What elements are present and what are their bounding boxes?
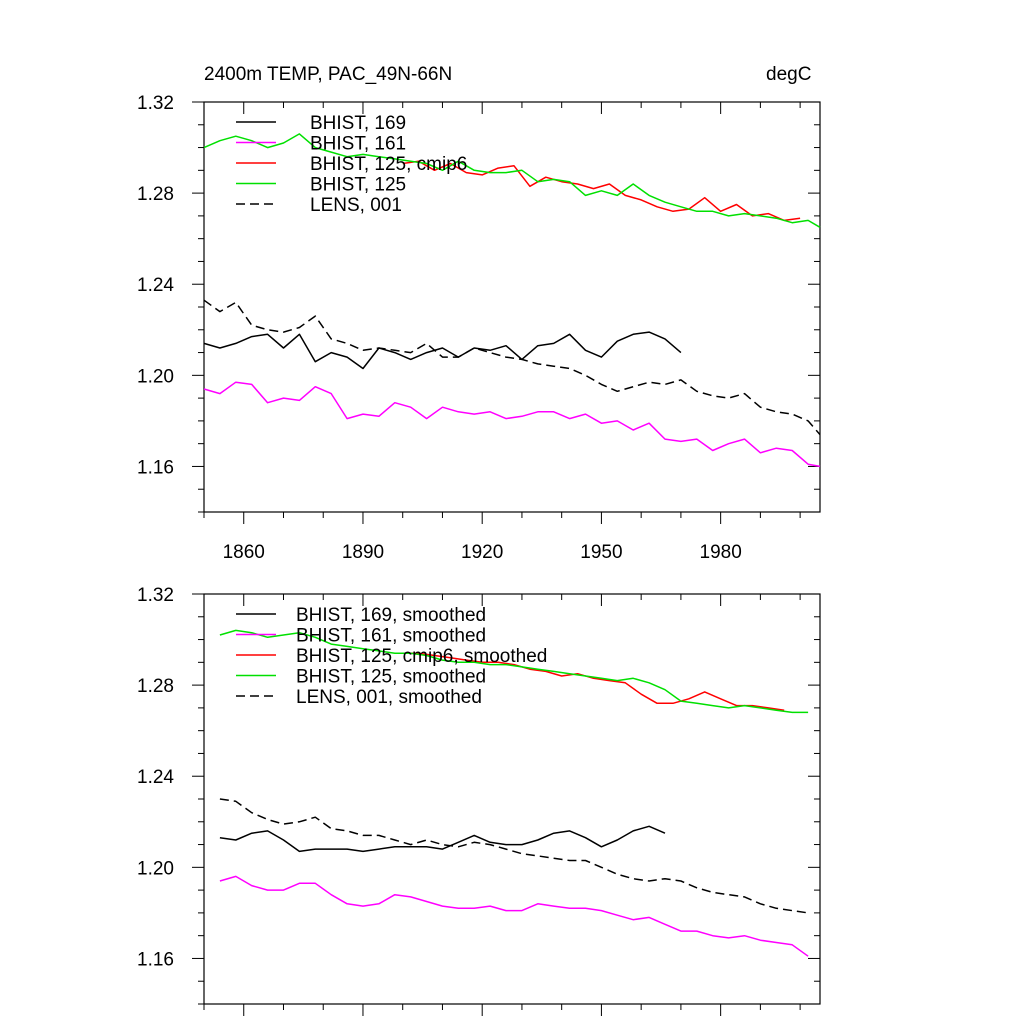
series-line-bhist-161-smoothed bbox=[219, 875, 809, 957]
y-tick-label: 1.16 bbox=[137, 457, 174, 478]
y-tick-label: 1.28 bbox=[137, 184, 174, 205]
x-axis: 1860 1890 1920 1950 1980 bbox=[203, 102, 801, 563]
x-tick-label: 1920 bbox=[461, 542, 503, 563]
legend-label: BHIST, 125, cmip6, smoothed bbox=[296, 646, 547, 667]
y-tick-label: 1.16 bbox=[137, 949, 174, 970]
x-axis bbox=[203, 594, 801, 1016]
series-line-bhist-125-smoothed bbox=[219, 629, 809, 714]
series-line-lens-001 bbox=[203, 299, 821, 436]
series-line-bhist-161 bbox=[203, 381, 821, 468]
legend-label: LENS, 001 bbox=[310, 195, 402, 216]
legend-label: BHIST, 125, cmip6 bbox=[310, 154, 467, 175]
legend-label: BHIST, 169 bbox=[310, 113, 406, 134]
chart-title: 2400m TEMP, PAC_49N-66N bbox=[204, 64, 453, 85]
y-tick-label: 1.24 bbox=[137, 767, 174, 788]
y-tick-label: 1.32 bbox=[137, 93, 174, 114]
top-panel: 1860 1890 1920 1950 1980 1.32 1.28 1.24 1.20 1.16… bbox=[137, 93, 821, 563]
series-group bbox=[203, 133, 821, 468]
legend-label: BHIST, 161, smoothed bbox=[296, 626, 486, 647]
y-tick-label: 1.20 bbox=[137, 366, 174, 387]
y-tick-label: 1.28 bbox=[137, 676, 174, 697]
series-line-bhist-169-smoothed bbox=[219, 825, 666, 853]
y-axis: 1.32 1.28 1.24 1.20 1.16 bbox=[137, 585, 820, 1005]
y-axis: 1.32 1.28 1.24 1.20 1.16 bbox=[137, 93, 820, 513]
y-tick-label: 1.20 bbox=[137, 858, 174, 879]
bottom-panel: 1.32 1.28 1.24 1.20 1.16 BHIST, 169, smoothed… bbox=[137, 585, 821, 1016]
legend-label: LENS, 001, smoothed bbox=[296, 687, 482, 708]
plot-frame bbox=[203, 101, 821, 513]
x-tick-label: 1950 bbox=[580, 542, 622, 563]
series-line-bhist-125-cmip6 bbox=[402, 160, 801, 222]
legend-label: BHIST, 125, smoothed bbox=[296, 667, 486, 688]
y-tick-label: 1.24 bbox=[137, 275, 174, 296]
y-tick-label: 1.32 bbox=[137, 585, 174, 606]
series-line-bhist-125 bbox=[203, 133, 821, 228]
series-line-bhist-169 bbox=[203, 331, 682, 370]
series-group bbox=[219, 629, 809, 957]
x-tick-label: 1890 bbox=[342, 542, 384, 563]
legend-label: BHIST, 125 bbox=[310, 175, 406, 196]
x-tick-label: 1980 bbox=[700, 542, 742, 563]
series-line-bhist-125-cmip6-smoothed bbox=[402, 652, 785, 711]
series-line-lens-001-smoothed bbox=[219, 798, 809, 914]
legend-label: BHIST, 169, smoothed bbox=[296, 605, 486, 626]
x-tick-label: 1860 bbox=[223, 542, 265, 563]
legend-label: BHIST, 161 bbox=[310, 134, 406, 155]
units-label: degC bbox=[766, 64, 812, 85]
